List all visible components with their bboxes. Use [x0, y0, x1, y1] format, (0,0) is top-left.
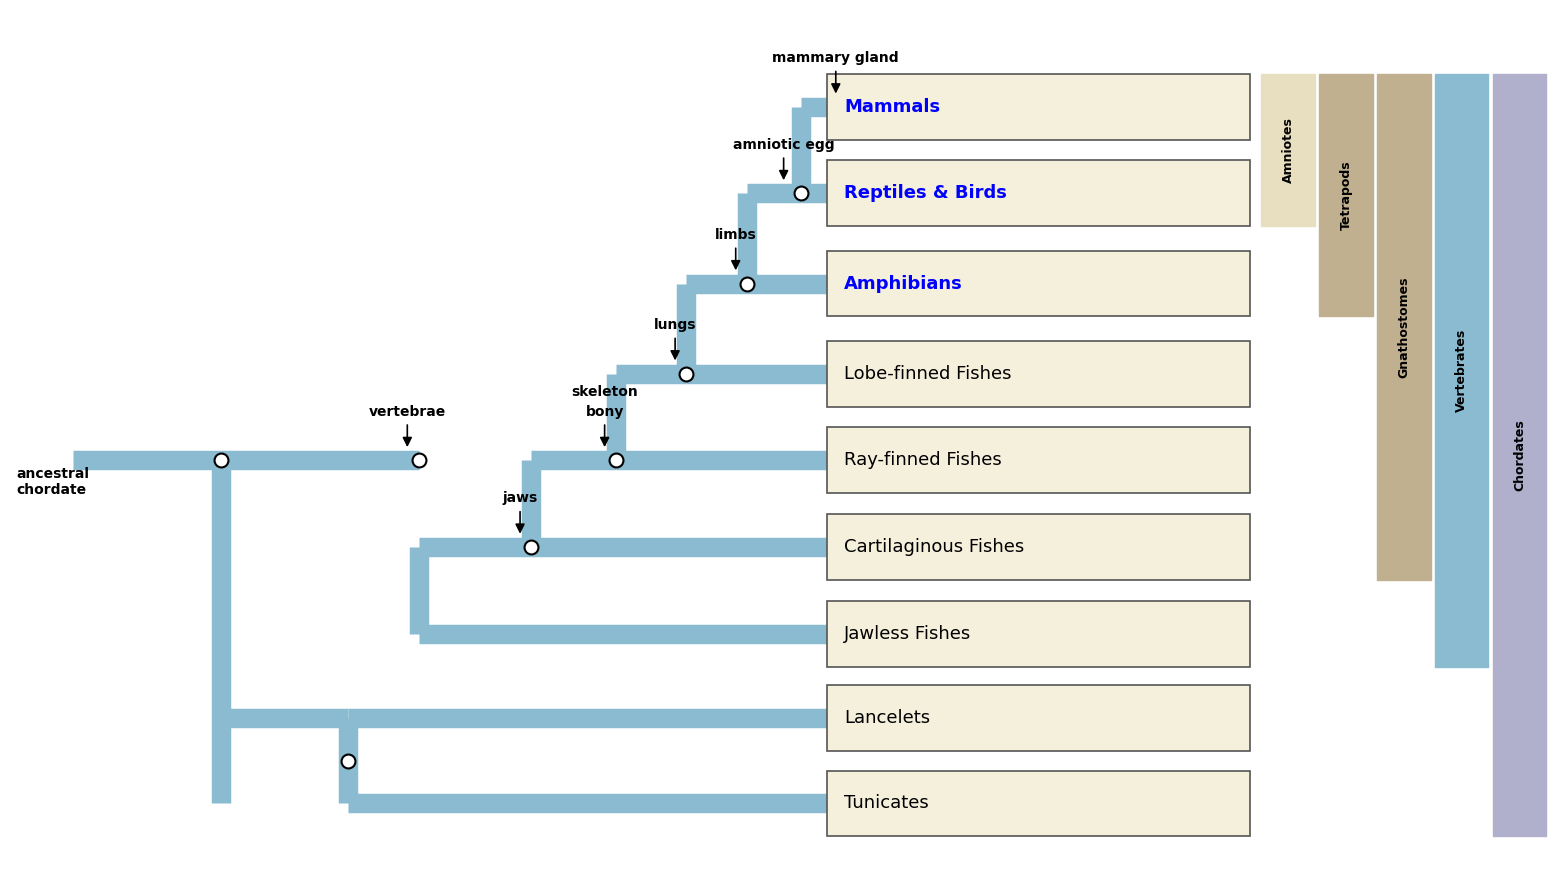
- Bar: [828, 341, 1249, 407]
- Bar: [828, 251, 1249, 316]
- Bar: [828, 74, 1249, 140]
- Text: Reptiles & Birds: Reptiles & Birds: [845, 184, 1007, 202]
- Text: ancestral
chordate: ancestral chordate: [17, 467, 90, 497]
- Text: Lancelets: Lancelets: [845, 709, 930, 727]
- Text: bony: bony: [585, 405, 624, 419]
- Text: Ray-finned Fishes: Ray-finned Fishes: [845, 451, 1002, 470]
- Text: amniotic egg: amniotic egg: [733, 138, 834, 152]
- Text: Amniotes: Amniotes: [1282, 117, 1295, 183]
- Text: Vertebrates: Vertebrates: [1455, 329, 1469, 412]
- Text: skeleton: skeleton: [571, 385, 638, 400]
- Text: Gnathostomes: Gnathostomes: [1397, 276, 1410, 377]
- Bar: [828, 514, 1249, 580]
- Bar: [828, 601, 1249, 666]
- Text: Jawless Fishes: Jawless Fishes: [845, 625, 971, 642]
- Text: Lobe-finned Fishes: Lobe-finned Fishes: [845, 365, 1011, 383]
- Text: lungs: lungs: [654, 318, 697, 332]
- Text: Mammals: Mammals: [845, 97, 940, 116]
- Text: Tunicates: Tunicates: [845, 795, 929, 812]
- Bar: [828, 427, 1249, 494]
- Text: Tetrapods: Tetrapods: [1340, 160, 1352, 230]
- Text: limbs: limbs: [714, 228, 756, 242]
- Text: jaws: jaws: [503, 492, 538, 505]
- Bar: [828, 771, 1249, 836]
- Text: Cartilaginous Fishes: Cartilaginous Fishes: [845, 538, 1024, 556]
- Text: Amphibians: Amphibians: [845, 275, 963, 292]
- Bar: [828, 685, 1249, 751]
- Text: mammary gland: mammary gland: [772, 51, 899, 66]
- Text: Chordates: Chordates: [1512, 419, 1526, 491]
- Bar: [828, 160, 1249, 226]
- Text: vertebrae: vertebrae: [369, 405, 447, 419]
